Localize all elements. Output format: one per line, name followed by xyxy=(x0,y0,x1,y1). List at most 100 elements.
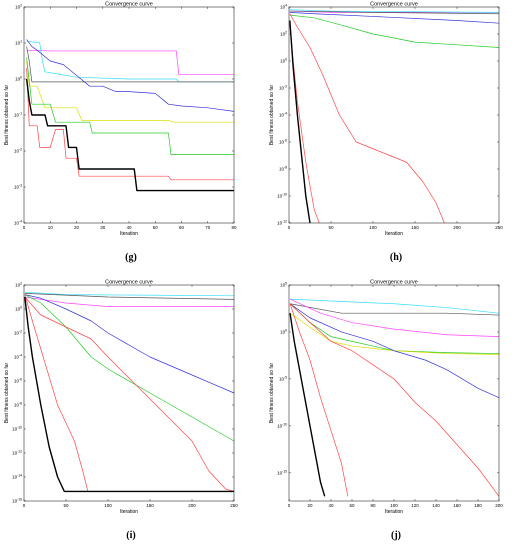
y-tick-label: 10-3 xyxy=(14,184,22,190)
series-line-6 xyxy=(24,296,235,492)
y-tick-label: 102 xyxy=(280,31,287,37)
x-tick-label: 200 xyxy=(495,503,503,508)
series-line-5 xyxy=(26,60,234,123)
series-line-8 xyxy=(289,303,349,497)
x-tick-label: 140 xyxy=(432,503,440,508)
y-tick-label: 102 xyxy=(15,4,22,10)
series-group xyxy=(289,298,500,497)
x-tick-label: 150 xyxy=(411,225,419,230)
y-tick-label: 10-10 xyxy=(277,193,287,199)
x-tick-label: 40 xyxy=(328,503,334,508)
x-tick-label: 200 xyxy=(188,503,196,508)
x-tick-label: 100 xyxy=(104,503,112,508)
chart-svg-h: Convergence curve 0 50 100 150 200 250 10-12 10-… xyxy=(269,2,503,238)
x-tick-label: 60 xyxy=(349,503,355,508)
y-tick-label: 10-6 xyxy=(14,378,22,384)
y-tick-label: 10-4 xyxy=(279,112,287,118)
chart-title: Convergence curve xyxy=(105,280,153,286)
chart-svg-g: Convergence curve 0 10 20 30 40 50 60 70 80 10-4 10… xyxy=(4,2,237,238)
y-tick-label: 10-1 xyxy=(14,112,22,118)
series-line-3 xyxy=(289,10,500,15)
x-tick-label: 0 xyxy=(288,225,291,230)
y-tick-label: 10-4 xyxy=(14,220,22,226)
series-line-8 xyxy=(25,78,234,192)
x-tick-label: 180 xyxy=(474,503,482,508)
y-tick-label: 10-10 xyxy=(12,426,22,432)
y-tick-label: 101 xyxy=(15,40,22,46)
y-tick-label: 102 xyxy=(15,282,22,288)
series-line-2 xyxy=(289,303,500,316)
y-tick-label: 104 xyxy=(280,4,287,10)
plot-area xyxy=(289,7,499,223)
series-line-1 xyxy=(26,49,234,76)
y-tick-label: 10-12 xyxy=(12,450,22,456)
y-axis-label: Best fitness obtained so far xyxy=(4,363,10,424)
chart-title: Convergence curve xyxy=(370,2,418,8)
series-group xyxy=(25,39,235,192)
series-line-8 xyxy=(24,296,234,493)
panel-label-j: (j) xyxy=(391,530,401,541)
x-tick-label: 0 xyxy=(288,503,291,508)
plot-area xyxy=(24,7,234,223)
y-tick-label: 10-2 xyxy=(14,330,22,336)
x-axis-label: Iteration xyxy=(385,509,403,515)
series-line-6 xyxy=(289,303,500,399)
y-tick-label: 105 xyxy=(280,282,287,288)
series-line-3 xyxy=(26,46,234,83)
x-tick-label: 200 xyxy=(453,225,461,230)
x-tick-label: 30 xyxy=(100,225,106,230)
x-tick-label: 100 xyxy=(390,503,398,508)
series-line-3 xyxy=(24,293,235,300)
x-tick-label: 50 xyxy=(328,225,334,230)
x-axis-label: Iteration xyxy=(120,231,138,237)
chart-panel-j: Convergence curve 0 20 40 60 80 100 120 140 160 18… xyxy=(265,278,529,550)
series-line-4 xyxy=(26,39,235,112)
x-tick-label: 50 xyxy=(153,225,159,230)
x-tick-label: 0 xyxy=(23,225,26,230)
plot-area xyxy=(24,285,234,501)
series-line-5 xyxy=(289,312,500,355)
y-tick-label: 100 xyxy=(280,58,287,64)
chart-panel-i: Convergence curve 0 50 100 150 200 250 10-16 10-… xyxy=(0,278,264,550)
y-tick-label: 10-12 xyxy=(277,220,287,226)
chart-panel-h: Convergence curve 0 50 100 150 200 250 10-12 10-… xyxy=(265,0,529,274)
x-tick-label: 0 xyxy=(23,503,26,508)
y-tick-label: 10-4 xyxy=(14,354,22,360)
x-axis-label: Iteration xyxy=(385,231,403,237)
series-line-5 xyxy=(289,14,500,48)
chart-svg-j: Convergence curve 0 20 40 60 80 100 120 140 160 18… xyxy=(269,280,503,516)
x-tick-label: 40 xyxy=(126,225,132,230)
y-tick-label: 10-10 xyxy=(277,422,287,428)
x-tick-label: 80 xyxy=(370,503,376,508)
chart-panel-g: Convergence curve 0 10 20 30 40 50 60 70 80 10-4 10… xyxy=(0,0,264,274)
panel-label-g: (g) xyxy=(125,252,137,263)
x-tick-label: 10 xyxy=(48,225,54,230)
series-line-4 xyxy=(289,12,500,24)
chart-title: Convergence curve xyxy=(105,2,153,8)
series-line-1 xyxy=(290,298,500,314)
series-line-6 xyxy=(289,13,445,224)
series-line-8 xyxy=(289,20,311,224)
y-tick-label: 100 xyxy=(15,76,22,82)
plot-frame xyxy=(23,284,235,502)
x-tick-label: 80 xyxy=(231,225,237,230)
y-tick-label: 10-6 xyxy=(279,139,287,145)
y-tick-label: 10-5 xyxy=(279,375,287,381)
x-tick-label: 20 xyxy=(74,225,80,230)
y-tick-label: 10-2 xyxy=(279,85,287,91)
y-tick-label: 100 xyxy=(15,306,22,312)
panel-label-i: (i) xyxy=(126,530,136,541)
series-line-2 xyxy=(289,9,500,13)
x-tick-label: 250 xyxy=(495,225,503,230)
series-line-2 xyxy=(24,291,235,297)
y-tick-label: 10-8 xyxy=(14,402,22,408)
series-group xyxy=(24,291,235,493)
series-line-3 xyxy=(289,298,500,337)
y-tick-label: 10-16 xyxy=(12,498,22,504)
series-line-7 xyxy=(26,68,234,181)
y-tick-label: 10-8 xyxy=(279,166,287,172)
series-line-6 xyxy=(26,57,234,155)
x-tick-label: 20 xyxy=(307,503,313,508)
x-axis-label: Iteration xyxy=(120,509,138,515)
y-axis-label: Best fitness obtained so far xyxy=(269,363,275,424)
